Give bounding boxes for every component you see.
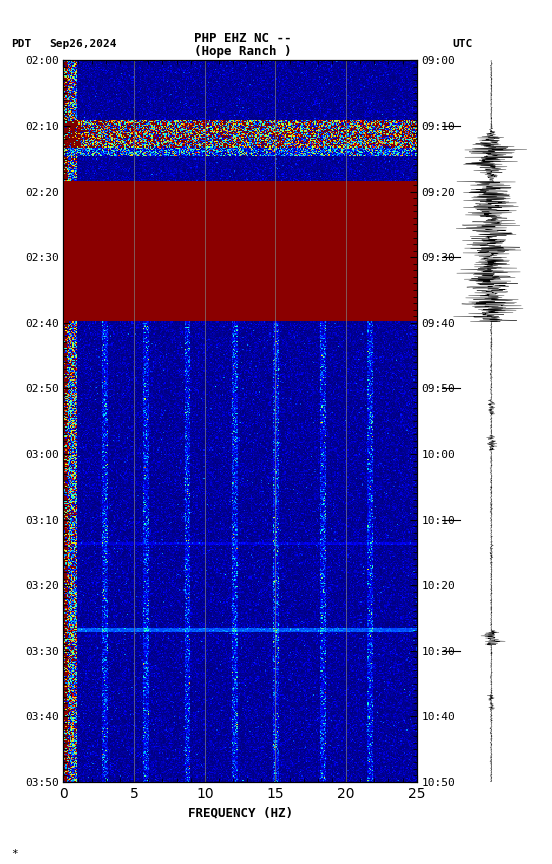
Text: PHP EHZ NC --: PHP EHZ NC -- — [194, 32, 291, 45]
Text: (Hope Ranch ): (Hope Ranch ) — [194, 45, 291, 58]
Text: *: * — [11, 849, 18, 859]
Text: Sep26,2024: Sep26,2024 — [50, 39, 117, 49]
Bar — [63, 181, 417, 321]
Text: PDT: PDT — [11, 39, 31, 49]
Text: UTC: UTC — [453, 39, 473, 49]
X-axis label: FREQUENCY (HZ): FREQUENCY (HZ) — [188, 806, 293, 819]
